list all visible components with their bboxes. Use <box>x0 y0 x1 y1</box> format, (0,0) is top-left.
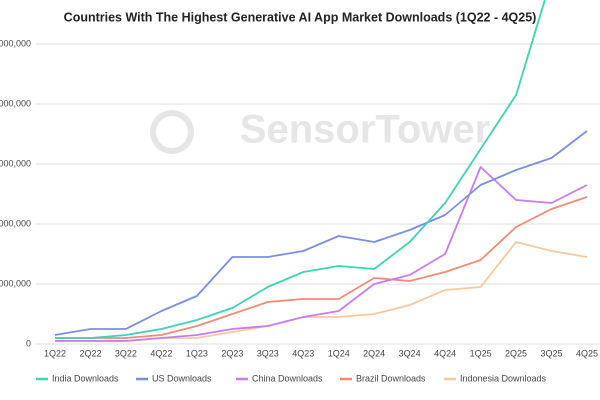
series-line <box>54 130 588 336</box>
x-tick-label: 4Q24 <box>434 348 456 358</box>
x-tick-label: 3Q25 <box>541 348 563 358</box>
x-tick-label: 2Q25 <box>505 348 527 358</box>
legend-label: US Downloads <box>152 373 212 383</box>
y-tick-label: 20,000,000 <box>0 278 31 288</box>
y-tick-label: 40,000,000 <box>0 218 31 228</box>
series-line <box>55 196 588 339</box>
y-tick-label: 100,000,000 <box>0 38 31 48</box>
series-line <box>55 0 546 339</box>
x-tick-label: 3Q23 <box>257 348 279 358</box>
x-tick-label: 3Q24 <box>399 348 421 358</box>
y-tick-label: 80,000,000 <box>0 98 31 108</box>
x-tick-label: 1Q23 <box>186 348 208 358</box>
x-tick-label: 4Q23 <box>292 348 314 358</box>
watermark-logo <box>150 110 194 154</box>
series-line <box>55 241 588 342</box>
x-tick-label: 1Q25 <box>470 348 492 358</box>
x-tick-label: 1Q24 <box>328 348 350 358</box>
x-tick-label: 3Q22 <box>115 348 137 358</box>
y-tick-label: 0 <box>26 338 31 348</box>
y-tick-label: 60,000,000 <box>0 158 31 168</box>
x-tick-label: 4Q22 <box>150 348 172 358</box>
legend-label: Indonesia Downloads <box>460 373 547 383</box>
x-tick-label: 4Q25 <box>576 348 598 358</box>
x-tick-label: 1Q22 <box>44 348 66 358</box>
chart-title: Countries With The Highest Generative AI… <box>64 10 537 24</box>
legend-label: India Downloads <box>52 373 119 383</box>
x-tick-label: 2Q23 <box>221 348 243 358</box>
legend-label: China Downloads <box>252 373 323 383</box>
series-line <box>55 166 588 342</box>
watermark: SensorTower <box>240 108 490 152</box>
x-tick-label: 2Q24 <box>363 348 385 358</box>
legend-label: Brazil Downloads <box>356 373 426 383</box>
x-tick-label: 2Q22 <box>79 348 101 358</box>
